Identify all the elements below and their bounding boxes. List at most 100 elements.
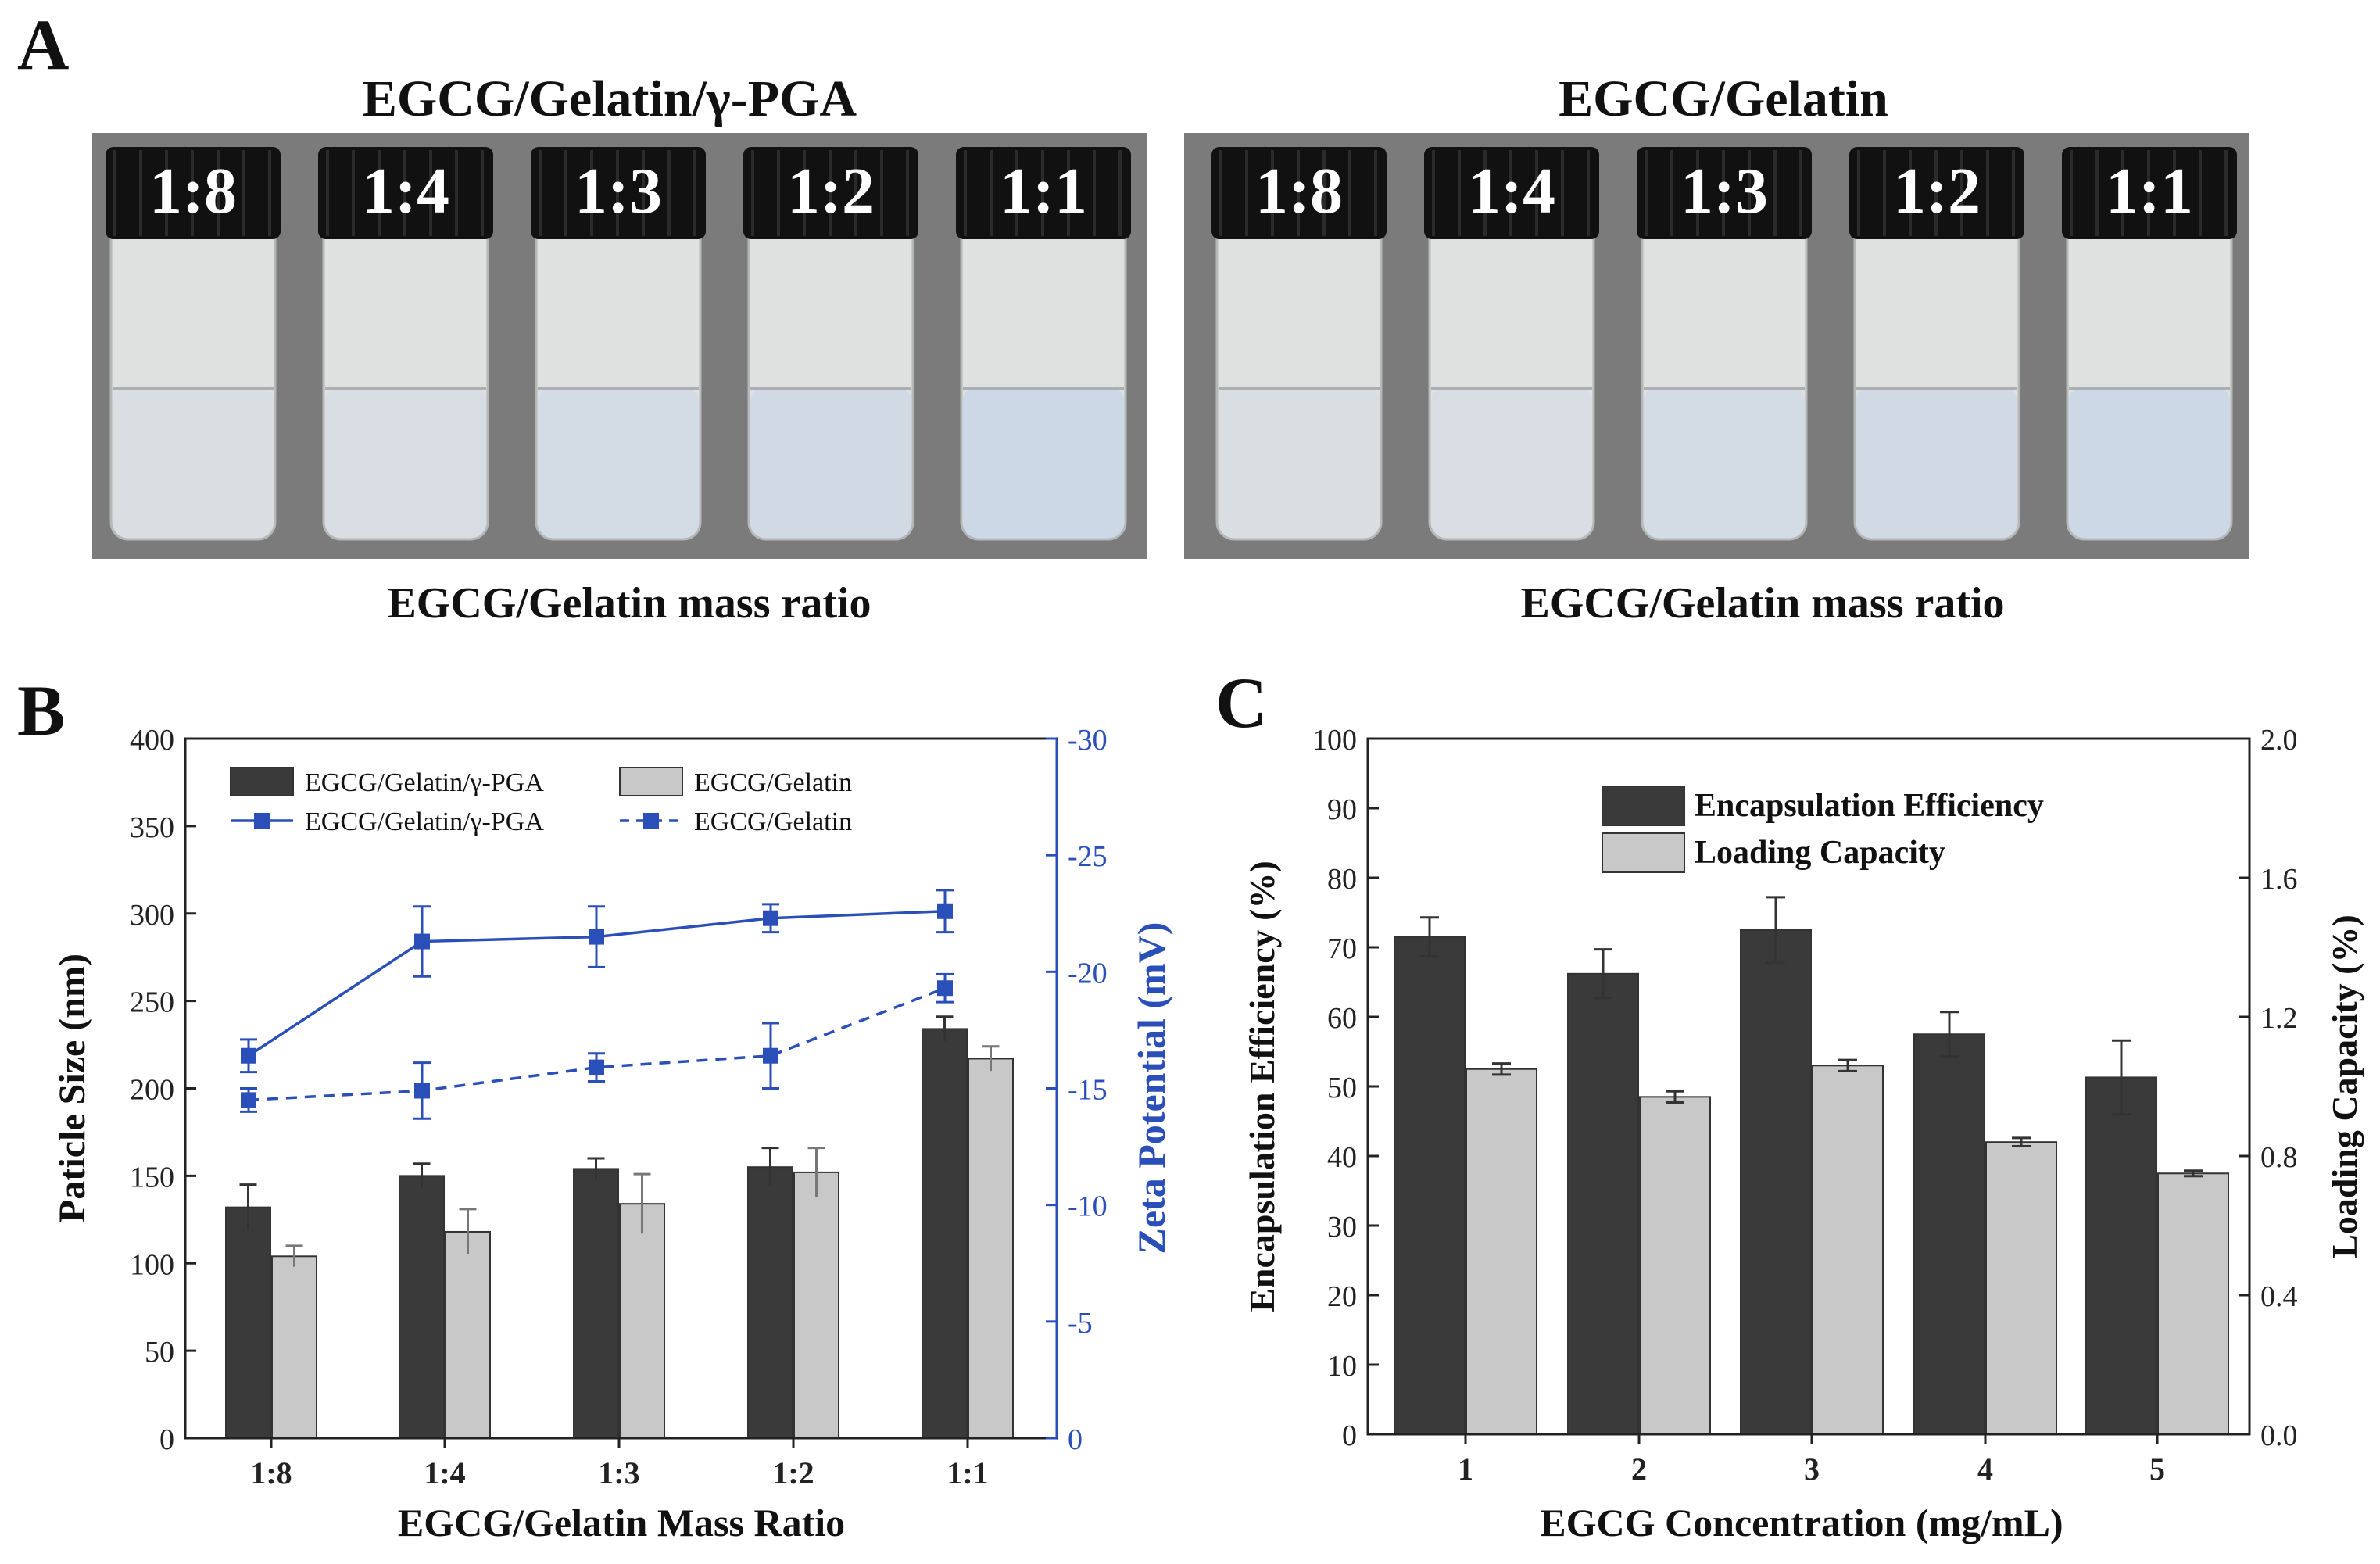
vial-liquid <box>2069 387 2230 538</box>
panel-a-letter: A <box>17 5 69 84</box>
chart-b-legend: EGCG/Gelatin/γ-PGA EGCG/Gelatin EGCG/Gelat… <box>230 767 852 836</box>
ytick-label-b: 300 <box>130 899 174 932</box>
chart-c-legend: Encapsulation Efficiency Loading Capacity <box>1602 786 2044 873</box>
bar-b-pga-3 <box>573 1168 619 1440</box>
panel-b-letter: B <box>17 671 65 750</box>
vial-ratio-label: 1:2 <box>787 155 875 227</box>
y2tick-label-b: -30 <box>1068 724 1108 757</box>
xtick-label-c: 2 <box>1631 1451 1647 1487</box>
vial-right-3: 1:3 <box>1637 147 1812 541</box>
panel-c-letter: C <box>1215 663 1267 743</box>
legend-c-swatch-ee <box>1602 786 1685 826</box>
marker-b-gel-1 <box>241 1092 256 1108</box>
bar-c-lc-2 <box>1639 1096 1711 1435</box>
errorbar-b <box>587 1157 605 1179</box>
bar-c-lc-3 <box>1812 1065 1884 1436</box>
vial-left-2: 1:4 <box>318 147 493 541</box>
chart-b-xlabel: EGCG/Gelatin Mass Ratio <box>398 1501 845 1544</box>
y2tick-label-b: -10 <box>1068 1190 1108 1223</box>
y2tick-label-b: 0 <box>1068 1423 1083 1456</box>
vial-liquid <box>963 387 1124 538</box>
legend-c-label-ee: Encapsulation Efficiency <box>1695 788 2044 824</box>
photo-right: 1:8 1:4 1:3 1:2 1:1 <box>1184 133 2249 559</box>
marker-b-gel-4 <box>763 1047 778 1064</box>
vial-liquid <box>1219 387 1380 538</box>
vial-left-5: 1:1 <box>956 147 1131 541</box>
bar-c-ee-4 <box>1913 1033 1985 1435</box>
y2tick-label-c: 2.0 <box>2260 724 2298 757</box>
errorbar-c <box>1766 896 1785 965</box>
xtick-label-c: 5 <box>2149 1451 2165 1487</box>
y2tick-label-b: -5 <box>1068 1307 1093 1340</box>
vial-ratio-label: 1:3 <box>1680 155 1768 227</box>
vial-liquid <box>325 387 486 538</box>
errorbar-b <box>239 1183 257 1230</box>
legend-b-label-pga-bar: EGCG/Gelatin/γ-PGA <box>305 768 544 797</box>
chart-c-xlabel: EGCG Concentration (mg/mL) <box>1540 1501 2063 1544</box>
errorbar-c <box>1940 1011 1959 1058</box>
errorbar-c <box>2012 1136 2031 1148</box>
vial-right-4: 1:2 <box>1849 147 2024 541</box>
y2tick-label-b: -20 <box>1068 957 1108 990</box>
errorbar-b <box>459 1208 477 1255</box>
vial-right-2: 1:4 <box>1424 147 1599 541</box>
legend-b-marker-gel <box>643 813 659 829</box>
bar-c-ee-5 <box>2085 1076 2157 1436</box>
errorbar-b <box>936 1015 954 1042</box>
ytick-label-c: 90 <box>1327 793 1357 826</box>
bar-c-ee-3 <box>1740 929 1812 1435</box>
legend-b-marker-pga <box>254 813 270 829</box>
xtick-label-b: 1:3 <box>598 1455 639 1491</box>
bar-c-ee-2 <box>1567 972 1639 1435</box>
errorbar-b <box>761 1147 779 1186</box>
legend-c-swatch-lc <box>1602 832 1685 873</box>
ytick-label-c: 10 <box>1327 1350 1357 1383</box>
ytick-label-b: 100 <box>130 1248 174 1281</box>
ytick-label-b: 400 <box>130 724 174 757</box>
ytick-label-c: 50 <box>1327 1072 1357 1104</box>
vial-liquid <box>113 387 274 538</box>
bar-b-pga-4 <box>747 1166 793 1439</box>
errorbar-c <box>1838 1058 1857 1072</box>
bar-c-lc-1 <box>1466 1068 1537 1435</box>
ytick-label-c: 20 <box>1327 1280 1357 1313</box>
legend-c-label-lc: Loading Capacity <box>1695 835 1945 871</box>
legend-b-label-gel-line: EGCG/Gelatin <box>694 807 852 836</box>
chart-c-y2label: Loading Capacity (%) <box>2325 914 2364 1258</box>
marker-b-pga-1 <box>241 1047 256 1064</box>
errorbar-c <box>1666 1090 1684 1104</box>
xtick-label-b: 1:4 <box>424 1455 465 1491</box>
panel-a-right-caption: EGCG/Gelatin mass ratio <box>1520 579 2004 628</box>
y2tick-label-c: 1.2 <box>2260 1002 2298 1035</box>
bar-b-gel-5 <box>968 1058 1014 1440</box>
panel-a-left-title: EGCG/Gelatin/γ-PGA <box>363 70 857 127</box>
errorbar-b <box>633 1172 651 1234</box>
y2tick-label-b: -15 <box>1068 1074 1108 1107</box>
ytick-label-b: 50 <box>145 1336 174 1369</box>
ytick-label-b: 350 <box>130 811 174 844</box>
vial-right-5: 1:1 <box>2062 147 2237 541</box>
panel-a-left-caption: EGCG/Gelatin mass ratio <box>387 579 871 628</box>
vial-ratio-label: 1:1 <box>2106 155 2193 227</box>
vial-liquid <box>1431 387 1592 538</box>
legend-b-swatch-pga <box>230 767 294 796</box>
chart-b: 0 50 100 150 200 250 300 350 400 0 -5 -10 -15 -20 -25… <box>52 724 1173 1544</box>
chart-c-ylabel: Encapsulation Efficiency (%) <box>1242 861 1282 1312</box>
vial-left-1: 1:8 <box>106 147 281 541</box>
errorbar-c <box>2184 1169 2203 1178</box>
ytick-label-c: 30 <box>1327 1211 1357 1244</box>
bar-b-gel-1 <box>271 1255 317 1440</box>
ytick-label-c: 40 <box>1327 1141 1357 1174</box>
line-b-gel <box>248 986 946 1102</box>
ytick-label-c: 0 <box>1342 1419 1357 1452</box>
vial-ratio-label: 1:8 <box>149 155 237 227</box>
vial-ratio-label: 1:2 <box>1893 155 1981 227</box>
marker-b-pga-3 <box>589 929 604 945</box>
marker-b-gel-5 <box>937 980 953 997</box>
marker-b-gel-3 <box>589 1059 604 1075</box>
xtick-label-b: 1:2 <box>772 1455 814 1491</box>
bar-b-pga-2 <box>399 1175 445 1439</box>
panel-a-right-title: EGCG/Gelatin <box>1559 70 1888 127</box>
bar-b-pga-5 <box>922 1028 968 1440</box>
errorbar-b <box>807 1147 825 1197</box>
